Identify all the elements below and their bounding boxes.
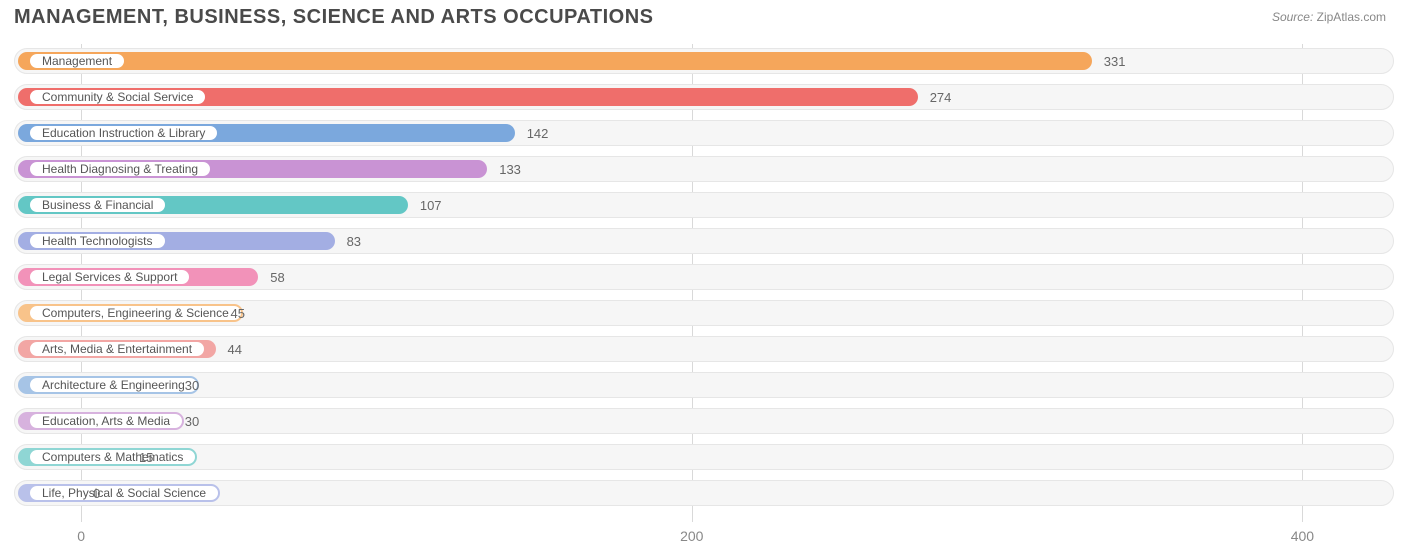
value-label: 83 — [347, 232, 361, 250]
value-label: 107 — [420, 196, 442, 214]
category-pill: Computers & Mathematics — [28, 448, 197, 466]
value-label: 44 — [228, 340, 242, 358]
value-label: 331 — [1104, 52, 1126, 70]
category-pill: Business & Financial — [28, 196, 167, 214]
category-pill: Management — [28, 52, 126, 70]
value-label: 133 — [499, 160, 521, 178]
bar-row: Health Diagnosing & Treating 133 — [14, 156, 1394, 182]
source-label: Source: — [1272, 10, 1313, 24]
value-label: 15 — [139, 448, 153, 466]
bar-row: Life, Physical & Social Science0 — [14, 480, 1394, 506]
bar-row: Arts, Media & Entertainment 44 — [14, 336, 1394, 362]
category-pill: Community & Social Service — [28, 88, 207, 106]
chart-plot-area: 0 200 400 Management 331 Community & Social S… — [14, 44, 1394, 546]
x-tick-label: 0 — [77, 528, 85, 544]
bar-row: Business & Financial 107 — [14, 192, 1394, 218]
bar-track — [14, 444, 1394, 470]
bar-row: Education, Arts & Media30 — [14, 408, 1394, 434]
category-pill: Legal Services & Support — [28, 268, 191, 286]
bar-row: Legal Services & Support 58 — [14, 264, 1394, 290]
bar-row: Community & Social Service 274 — [14, 84, 1394, 110]
bar — [18, 52, 1092, 70]
bar-row: Computers & Mathematics15 — [14, 444, 1394, 470]
bar-row: Education Instruction & Library 142 — [14, 120, 1394, 146]
bar-row: Architecture & Engineering30 — [14, 372, 1394, 398]
source-attribution: Source: ZipAtlas.com — [1272, 10, 1386, 24]
value-label: 58 — [270, 268, 284, 286]
source-value: ZipAtlas.com — [1317, 10, 1386, 24]
category-pill: Computers, Engineering & Science — [28, 304, 243, 322]
x-tick-label: 400 — [1291, 528, 1314, 544]
bar-row: Computers, Engineering & Science45 — [14, 300, 1394, 326]
category-pill: Arts, Media & Entertainment — [28, 340, 206, 358]
chart-title: MANAGEMENT, BUSINESS, SCIENCE AND ARTS O… — [14, 6, 653, 29]
value-label: 45 — [231, 304, 245, 322]
bar-track — [14, 480, 1394, 506]
category-pill: Health Technologists — [28, 232, 167, 250]
x-tick-label: 200 — [680, 528, 703, 544]
category-pill: Life, Physical & Social Science — [28, 484, 220, 502]
bar-track — [14, 372, 1394, 398]
value-label: 0 — [93, 484, 100, 502]
value-label: 30 — [185, 412, 199, 430]
value-label: 30 — [185, 376, 199, 394]
bar-row: Management 331 — [14, 48, 1394, 74]
category-pill: Education, Arts & Media — [28, 412, 184, 430]
bar-track — [14, 336, 1394, 362]
value-label: 274 — [930, 88, 952, 106]
category-pill: Architecture & Engineering — [28, 376, 199, 394]
bar-track — [14, 408, 1394, 434]
category-pill: Health Diagnosing & Treating — [28, 160, 212, 178]
value-label: 142 — [527, 124, 549, 142]
bar-row: Health Technologists 83 — [14, 228, 1394, 254]
category-pill: Education Instruction & Library — [28, 124, 219, 142]
